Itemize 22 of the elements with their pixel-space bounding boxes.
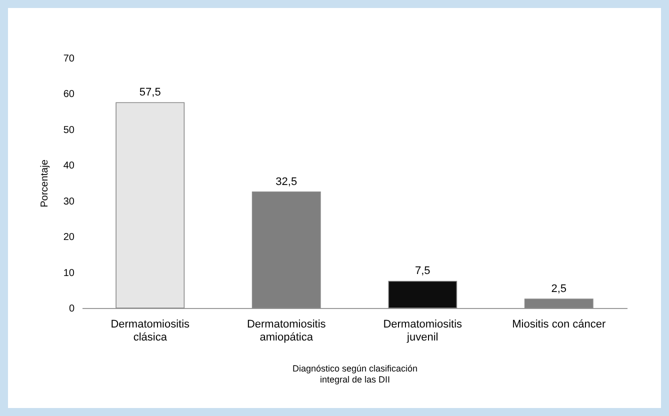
- y-tick-label: 70: [63, 54, 75, 64]
- bar: [524, 298, 594, 308]
- bar: [116, 102, 185, 308]
- y-tick-label: 20: [63, 232, 75, 244]
- data-label: 32,5: [276, 176, 298, 188]
- y-tick-label: 30: [63, 196, 75, 208]
- y-tick-label: 50: [63, 124, 75, 136]
- x-tick-label: Dermatomiositis juvenil: [383, 318, 463, 344]
- y-tick-label: 60: [63, 89, 75, 100]
- y-axis-title: Porcentaje: [39, 159, 50, 208]
- data-label: 2,5: [551, 283, 567, 296]
- y-tick-label: 10: [63, 268, 75, 279]
- data-label: 57,5: [139, 86, 161, 99]
- data-label: 7,5: [414, 265, 430, 278]
- y-tick-label: 0: [68, 304, 75, 314]
- y-tick-label: 40: [63, 160, 75, 172]
- x-tick-label: Dermatomiositis clásica: [110, 318, 190, 344]
- x-tick-label: Miositis con cáncer: [512, 318, 606, 330]
- x-axis-title: Diagnóstico según clasificación integral de las DII: [292, 364, 418, 384]
- x-tick-label: Dermatomiositis amiopática: [246, 318, 326, 344]
- bar: [252, 192, 321, 308]
- bar: [388, 280, 458, 308]
